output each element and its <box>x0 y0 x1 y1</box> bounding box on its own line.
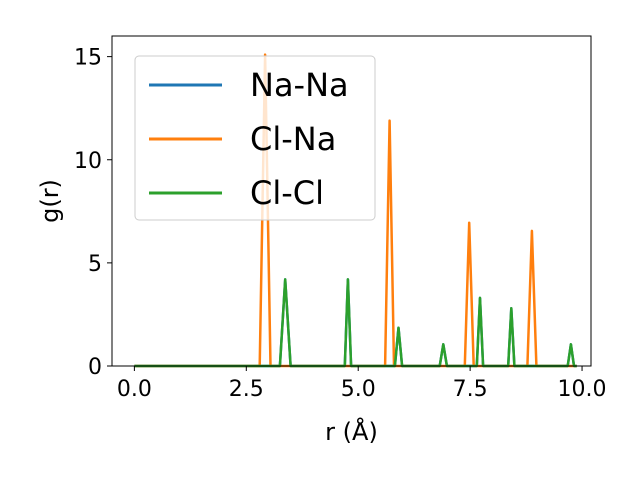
x-axis-ticks: 0.0 2.5 5.0 7.5 10.0 <box>117 366 607 402</box>
y-tick-label: 5 <box>88 252 102 277</box>
x-tick-label: 10.0 <box>558 377 607 402</box>
x-tick-label: 7.5 <box>453 377 488 402</box>
x-tick-label: 5.0 <box>341 377 376 402</box>
x-tick-label: 0.0 <box>117 377 152 402</box>
plot-frame <box>111 35 592 367</box>
legend-box <box>134 55 376 221</box>
x-tick-label: 2.5 <box>229 377 264 402</box>
legend-label: Cl-Na <box>250 120 336 158</box>
legend: Na-Na Cl-Na Cl-Cl <box>134 55 376 221</box>
y-axis-ticks: 0 5 10 15 <box>74 46 112 380</box>
legend-label: Na-Na <box>250 66 349 104</box>
x-axis-label: r (Å) <box>325 417 378 446</box>
y-axis-label: g(r) <box>36 179 64 223</box>
y-tick-label: 0 <box>88 355 102 380</box>
y-tick-label: 15 <box>74 46 102 71</box>
y-tick-label: 10 <box>74 149 102 174</box>
legend-label: Cl-Cl <box>250 174 324 212</box>
series-line-2 <box>134 278 577 368</box>
